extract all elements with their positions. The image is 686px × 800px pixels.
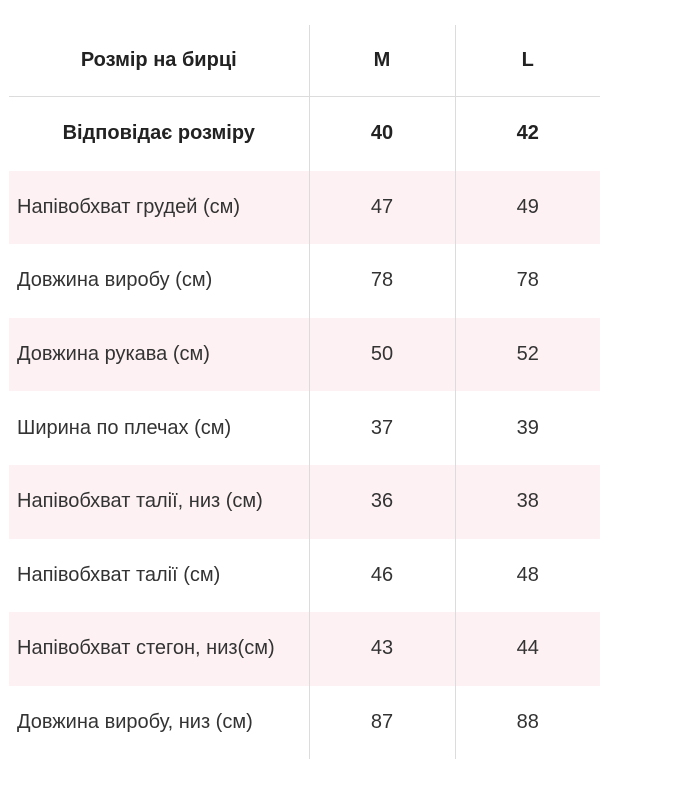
table-row-hips-bottom: Напівобхват стегон, низ(см) 43 44	[9, 612, 600, 686]
row-value-l: 52	[455, 317, 600, 392]
row-label: Відповідає розміру	[9, 96, 310, 171]
header-row: Розмір на бирці M L	[9, 25, 600, 97]
row-value-m: 40	[309, 96, 456, 171]
table-row-waist-bottom: Напівобхват талії, низ (см) 36 38	[9, 464, 600, 539]
row-label: Довжина виробу (см)	[9, 244, 310, 318]
row-value-m: 50	[309, 317, 456, 392]
row-value-l: 48	[516, 563, 539, 586]
row-value-l: 78	[516, 269, 539, 292]
table-row-sleeve: Довжина рукава (см) 50 52	[9, 317, 600, 392]
row-value-m: 43	[309, 612, 456, 686]
table-row-corresponds-size: Відповідає розміру 40 42	[9, 96, 600, 171]
row-value-l: 39	[516, 416, 539, 439]
row-label: Довжина виробу, низ (см)	[9, 685, 310, 760]
table-row-length-bottom: Довжина виробу, низ (см) 87 88	[9, 685, 600, 760]
table-row-waist: Напівобхват талії (см) 46 48	[9, 538, 600, 613]
row-value-l: 44	[455, 612, 600, 686]
row-label: Напівобхват талії, низ (см)	[9, 464, 310, 539]
row-label: Напівобхват грудей (см)	[9, 170, 310, 245]
header-size-m: M	[309, 25, 456, 97]
table-row-length: Довжина виробу (см) 78 78	[9, 244, 600, 318]
row-value-m: 46	[309, 538, 456, 613]
row-label: Довжина рукава (см)	[9, 317, 310, 392]
size-chart-body: Відповідає розміру 40 42 Напівобхват гру…	[9, 96, 600, 760]
row-value-l: 38	[455, 464, 600, 539]
row-label: Напівобхват стегон, низ(см)	[9, 612, 310, 686]
header-label-cell: Розмір на бирці	[9, 25, 310, 97]
table-row-chest: Напівобхват грудей (см) 47 49	[9, 170, 600, 245]
row-value-m: 37	[309, 391, 456, 465]
row-value-l: 88	[516, 711, 539, 734]
row-value-l: 49	[455, 170, 600, 245]
header-size-l: L	[455, 25, 600, 97]
row-value-m: 47	[309, 170, 456, 245]
table-row-shoulders: Ширина по плечах (см) 37 39	[9, 391, 600, 465]
row-value-m: 36	[309, 464, 456, 539]
row-value-m: 78	[309, 244, 456, 318]
size-chart-header: Розмір на бирці M L	[9, 25, 600, 97]
row-value-m: 87	[309, 685, 456, 760]
row-label: Напівобхват талії (см)	[9, 538, 310, 613]
row-label: Ширина по плечах (см)	[9, 391, 310, 465]
row-value-l: 42	[516, 122, 539, 145]
size-chart-table: Розмір на бирці M L Відповідає розміру 4…	[9, 25, 600, 760]
